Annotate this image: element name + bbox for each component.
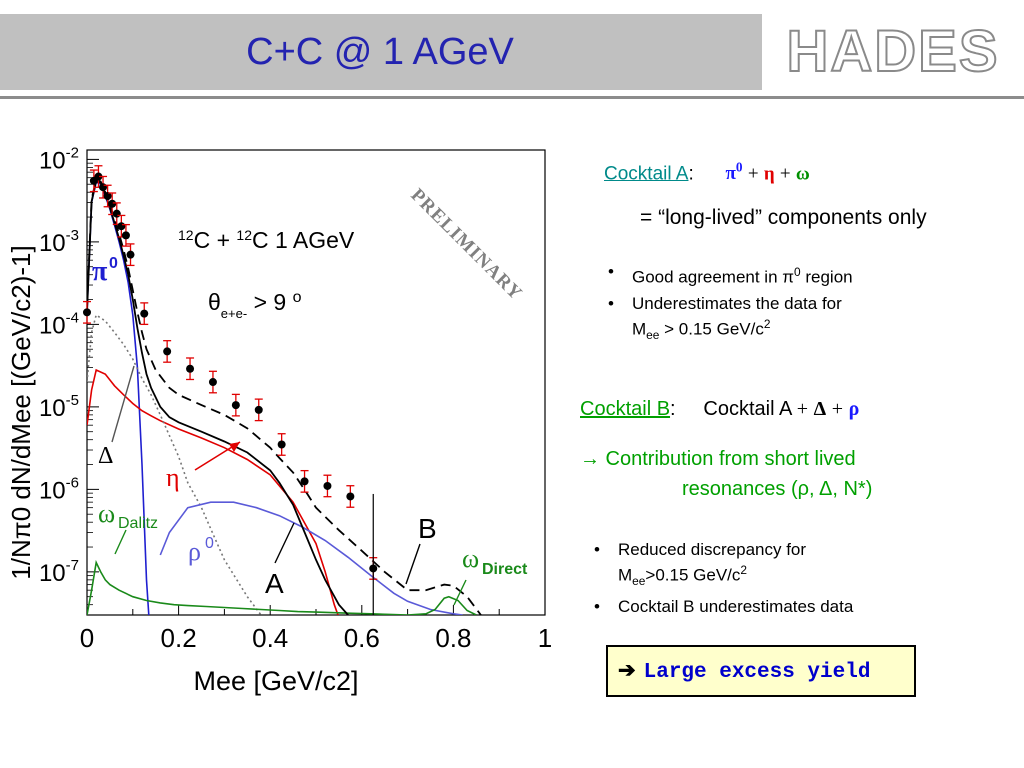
omega-symbol: ω [795, 163, 810, 185]
arrow-a [274, 522, 295, 564]
data-point [99, 183, 108, 192]
y-tick-label: 10-4 [39, 309, 79, 339]
cocktail-b-colon: : [670, 398, 676, 420]
arrow-omega-dalitz [114, 529, 127, 555]
data-point [103, 192, 112, 201]
hades-logo: HADES [762, 14, 1024, 90]
cocktail-b-label: Cocktail B [580, 398, 671, 420]
cocktail-a-colon: : [688, 163, 694, 185]
cocktail-b-line: Cocktail B: Cocktail A + Δ + ρ [580, 398, 859, 421]
y-tick-label: 10-5 [39, 392, 79, 422]
label-omega-direct-sub: Direct [482, 561, 528, 578]
data-point [186, 364, 195, 373]
rho-symbol: ρ [848, 398, 860, 420]
axes: 0 0.2 0.4 0.6 0.8 1 10-2 10-3 10-4 10-5 10-6 10-7 Me… [6, 144, 552, 696]
plus-sign: + [779, 163, 791, 185]
arrow-delta [111, 365, 135, 443]
dilepton-mass-chart: 0 0.2 0.4 0.6 0.8 1 10-2 10-3 10-4 10-5 10-6 10-7 Me… [6, 144, 552, 696]
data-point [117, 222, 126, 231]
contribution-note: → Contribution from short lived resonanc… [580, 448, 873, 500]
label-pi0: π [92, 256, 108, 287]
list-item: Good agreement in π0 region [604, 262, 1004, 288]
x-tick-label: 0.2 [161, 623, 197, 653]
cocktail-a-bullets: Good agreement in π0 region Underestimat… [604, 262, 1004, 351]
data-point [126, 250, 135, 259]
arrow-icon: → [580, 448, 600, 470]
label-rho0-sup: 0 [205, 535, 214, 552]
data-point [108, 199, 117, 208]
curve-delta [87, 313, 262, 615]
label-omega-dalitz: ω [98, 499, 115, 528]
x-tick-label: 0.8 [435, 623, 471, 653]
curve-omega [87, 559, 477, 615]
system-label: 12C + 12C 1 AGeV [178, 227, 355, 253]
x-tick-label: 0 [80, 623, 94, 653]
arrow-omega-direct [453, 579, 467, 606]
excess-yield-text: Large excess yield [643, 661, 871, 684]
plus-sign: + [831, 398, 844, 420]
curve-pi0 [87, 180, 150, 615]
logo-text: HADES [785, 18, 1000, 85]
data-point [94, 172, 103, 181]
x-axis-label: Mee [GeV/c2] [193, 666, 358, 696]
y-tick-label: 10-3 [39, 227, 79, 257]
x-tick-label: 0.6 [344, 623, 380, 653]
x-tick-label: 1 [538, 623, 552, 653]
arrow-b [405, 543, 421, 585]
label-omega-direct: ω [462, 544, 479, 573]
data-point [83, 308, 91, 317]
y-tick-label: 10-6 [39, 474, 79, 504]
eta-symbol: η [763, 163, 775, 185]
data-point [346, 492, 355, 501]
data-point [277, 440, 286, 449]
data-point [231, 401, 240, 410]
label-rho0: ρ [188, 537, 201, 566]
delta-symbol: Δ [813, 398, 827, 420]
angle-cut-label: θe+e- > 9 o [208, 289, 302, 321]
plus-sign: + [747, 163, 759, 185]
data-point [112, 209, 121, 218]
pi0-symbol: π0 [725, 160, 743, 185]
y-axis-label: 1/Nπ0 dN/dMee [(GeV/c2)-1] [6, 245, 36, 579]
data-point [140, 309, 149, 318]
label-delta: Δ [98, 443, 113, 469]
label-omega-dalitz-sub: Dalitz [118, 515, 158, 532]
cocktail-a-label: Cocktail A [604, 163, 689, 185]
x-tick-label: 0.4 [252, 623, 288, 653]
data-point [121, 231, 130, 240]
label-b: B [418, 513, 437, 544]
data-point [163, 347, 172, 356]
y-tick-label: 10-2 [39, 144, 79, 174]
cocktail-a-line: Cocktail A: π0 + η + ω [604, 160, 810, 185]
y-tick-label: 10-7 [39, 557, 79, 587]
arrow-eta-head [229, 442, 240, 452]
preliminary-watermark: PRELIMINARY [406, 185, 526, 305]
list-item: Cocktail B underestimates data [590, 597, 1010, 617]
plus-sign: + [796, 398, 809, 420]
curve-rho [159, 501, 463, 615]
label-eta: η [166, 463, 180, 492]
curve-eta [87, 368, 339, 615]
data-point [300, 477, 309, 486]
data-point [254, 405, 263, 414]
label-a: A [265, 568, 284, 599]
cocktail-b-text: Cocktail A [703, 398, 792, 420]
header-divider [0, 96, 1024, 99]
data-point [208, 378, 217, 387]
page-title: C+C @ 1 AGeV [246, 31, 514, 73]
arrow-icon: ➔ [618, 659, 636, 682]
data-points [83, 165, 378, 615]
data-point [323, 481, 332, 490]
label-pi0-sup: 0 [109, 255, 118, 272]
excess-yield-box: ➔ Large excess yield [606, 645, 916, 697]
cocktail-a-definition: = “long-lived” components only [640, 206, 927, 229]
